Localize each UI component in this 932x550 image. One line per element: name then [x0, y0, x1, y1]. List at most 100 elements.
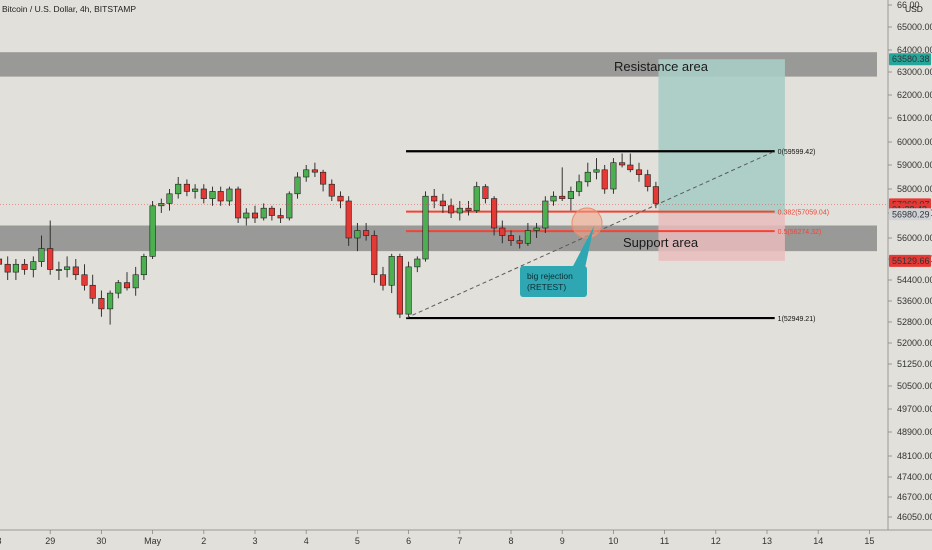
candle-body [158, 203, 165, 207]
candle [107, 290, 114, 325]
candle-body [98, 298, 105, 310]
candle [294, 172, 301, 199]
symbol-title: Bitcoin / U.S. Dollar, 4h, BITSTAMP [2, 4, 136, 14]
candle-body [465, 207, 472, 211]
candle [533, 223, 540, 238]
candle [379, 266, 387, 291]
candle [550, 191, 557, 206]
candle [507, 230, 515, 246]
time-tick-label: May [144, 536, 162, 546]
time-tick-label: 5 [355, 536, 360, 546]
candle-body [559, 195, 566, 199]
candle-body [311, 169, 318, 173]
candle [584, 162, 591, 187]
candle-body [414, 258, 421, 268]
candle-body [89, 284, 96, 299]
price-tick-label: 64000.00 [897, 45, 932, 55]
candle [149, 201, 156, 259]
candle [652, 181, 659, 209]
candle-body [448, 205, 455, 214]
candle-body [533, 227, 540, 231]
candle [55, 261, 62, 280]
candle-body [635, 169, 643, 175]
candle-body [226, 188, 233, 202]
candle-body [140, 256, 147, 276]
time-tick-label: 29 [45, 536, 55, 546]
candle-body [243, 212, 250, 219]
candle [226, 186, 233, 206]
candle [175, 177, 182, 199]
fib-label-1: 0.382(57059.04) [778, 210, 829, 217]
price-tick-label: 61000.00 [897, 113, 932, 123]
candle-body [0, 258, 3, 265]
candle [337, 191, 344, 209]
candle [209, 186, 216, 206]
candle-body [209, 191, 216, 199]
candle-body [328, 183, 335, 197]
price-tag-box [889, 208, 931, 221]
candle [303, 165, 310, 182]
candle [644, 169, 651, 192]
price-tag[interactable]: 56980.29 [889, 208, 931, 221]
candle [268, 205, 275, 221]
candle-body [286, 193, 293, 219]
candle-body [4, 263, 11, 273]
price-tick-label: 50500.00 [897, 381, 932, 391]
candle [30, 256, 37, 278]
candle-body [320, 171, 327, 185]
candle [12, 259, 19, 280]
candle [0, 258, 3, 265]
candle-body [251, 212, 259, 219]
candle-body [422, 195, 429, 260]
candle [448, 198, 455, 218]
callout-line-1: big rejection [527, 271, 573, 281]
time-tick-label: 10 [608, 536, 618, 546]
price-tag[interactable]: 55129.66 [889, 254, 931, 267]
trendline [405, 150, 775, 319]
candle-body [482, 186, 489, 199]
candle-body [21, 263, 28, 270]
candle [499, 220, 506, 244]
price-tick-label: 51250.00 [897, 359, 932, 369]
time-tick-label: 4 [304, 536, 309, 546]
candle-body [132, 274, 139, 289]
big-rejection-callout[interactable]: big rejection (RETEST) [520, 226, 594, 297]
candle-body [354, 230, 361, 239]
time-tick-label: 11 [660, 536, 669, 546]
time-tick-label: 8 [508, 536, 513, 546]
candle [81, 264, 88, 291]
candle-body [268, 207, 275, 216]
time-axis-labels: 8 29 30 May 2 3 4 5 6 7 8 9 10 11 12 13 14 15 [0, 530, 874, 546]
price-tag[interactable]: 63580.38 [889, 53, 931, 66]
time-tick-label: 12 [711, 536, 721, 546]
price-tick-label: 46050.00 [897, 512, 932, 522]
candle [158, 198, 165, 213]
price-tick-label: 56000.00 [897, 233, 932, 243]
candle [559, 167, 566, 201]
candle-body [192, 188, 199, 192]
candle [516, 235, 523, 249]
candle [542, 196, 549, 233]
resistance-projection-box [658, 59, 785, 215]
candle [320, 169, 327, 192]
candle-body [542, 200, 549, 229]
candle [328, 179, 335, 201]
price-tick-label: 52800.00 [897, 317, 932, 327]
candle-body [115, 282, 122, 294]
time-tick-label: 7 [457, 536, 462, 546]
candle [98, 290, 105, 317]
candle-body [491, 198, 498, 229]
candle-body [644, 174, 651, 187]
candle-body [619, 162, 626, 166]
price-tick-label: 65000.00 [897, 22, 932, 32]
resistance-area-label: Resistance area [614, 59, 709, 74]
candle [610, 158, 617, 194]
candle [576, 174, 583, 197]
candle [217, 186, 224, 206]
candle-body [38, 248, 45, 262]
candle [235, 186, 242, 223]
candle-body [439, 200, 446, 207]
candle-body [235, 188, 242, 219]
candle [260, 203, 267, 221]
